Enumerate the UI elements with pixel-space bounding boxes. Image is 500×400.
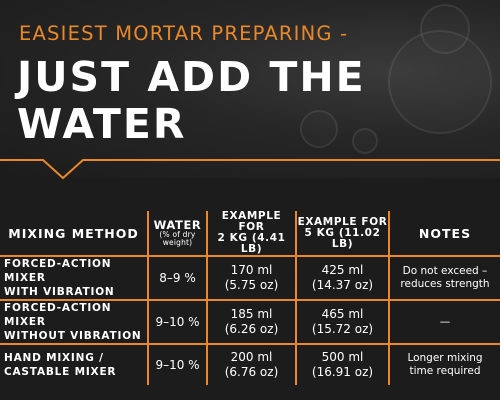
cell-example-5kg: 425 ml (14.37 oz) — [296, 256, 390, 301]
header-water-label: WATER — [153, 218, 202, 232]
splash-decoration — [420, 4, 470, 54]
header-notes: NOTES — [389, 211, 500, 257]
cell-line: Do not exceed – — [402, 265, 488, 277]
header-line: EXAMPLE FOR — [297, 215, 388, 228]
cell-line: (6.76 oz) — [224, 365, 279, 379]
header-example-5kg: EXAMPLE FOR 5 KG (11.02 LB) — [296, 211, 390, 257]
cell-line: 170 ml — [230, 263, 273, 277]
title-line: WATER — [17, 100, 187, 148]
cell-line: (15.72 oz) — [311, 322, 374, 336]
divider-line — [0, 159, 500, 180]
header-mixing-method: MIXING METHOD — [0, 211, 149, 257]
cell-line: WITHOUT VIBRATION — [4, 330, 142, 342]
cell-line: HAND MIXING / — [4, 352, 104, 364]
cell-line: — — [439, 315, 451, 328]
chevron-divider — [0, 159, 500, 180]
cell-notes: Longer mixing time required — [389, 344, 500, 385]
cell-notes: — — [389, 300, 500, 345]
cell-example-2kg: 200 ml (6.76 oz) — [207, 344, 297, 385]
cell-example-2kg: 170 ml (5.75 oz) — [207, 256, 297, 301]
cell-line: FORCED-ACTION MIXER — [4, 258, 112, 284]
header-water: WATER (% of dry weight) — [148, 211, 208, 257]
cell-method: FORCED-ACTION MIXER WITHOUT VIBRATION — [0, 300, 149, 345]
cell-notes: Do not exceed – reduces strength — [389, 256, 500, 301]
splash-decoration — [300, 110, 338, 148]
header-banner: EASIEST MORTAR PREPARING - JUST ADD THE … — [0, 0, 500, 178]
title-line: JUST ADD THE — [17, 53, 366, 101]
header-example-2kg: EXAMPLE FOR 2 KG (4.41 LB) — [207, 210, 297, 257]
cell-line: WITH VIBRATION — [4, 286, 115, 298]
page-kicker: EASIEST MORTAR PREPARING - — [19, 22, 349, 45]
cell-water: 9–10 % — [148, 300, 208, 345]
cell-line: CASTABLE MIXER — [4, 366, 117, 378]
cell-line: 185 ml — [230, 307, 273, 321]
header-line: EXAMPLE FOR — [221, 210, 282, 233]
table-header-row: MIXING METHOD WATER (% of dry weight) EX… — [0, 210, 500, 257]
table-row: HAND MIXING / CASTABLE MIXER 9–10 % 200 … — [0, 344, 500, 385]
cell-example-2kg: 185 ml (6.26 oz) — [207, 300, 297, 345]
table-row: FORCED-ACTION MIXER WITH VIBRATION 8–9 %… — [0, 256, 500, 301]
cell-line: 465 ml — [321, 307, 364, 321]
cell-line: 425 ml — [321, 263, 364, 277]
cell-method: FORCED-ACTION MIXER WITH VIBRATION — [0, 256, 149, 301]
cell-example-5kg: 500 ml (16.91 oz) — [296, 344, 390, 385]
splash-decoration — [352, 128, 378, 154]
page-title: JUST ADD THE WATER — [17, 54, 366, 148]
mixing-table: MIXING METHOD WATER (% of dry weight) EX… — [0, 211, 500, 385]
cell-line: FORCED-ACTION MIXER — [4, 302, 112, 328]
cell-line: 200 ml — [230, 350, 273, 364]
cell-method: HAND MIXING / CASTABLE MIXER — [0, 344, 149, 385]
cell-water: 8–9 % — [148, 256, 208, 301]
header-line: 5 KG (11.02 LB) — [304, 226, 381, 250]
cell-line: 500 ml — [321, 350, 364, 364]
cell-example-5kg: 465 ml (15.72 oz) — [296, 300, 390, 345]
cell-water: 9–10 % — [148, 344, 208, 385]
cell-line: Longer mixing — [407, 352, 483, 364]
header-water-unit: weight) — [162, 238, 193, 247]
cell-line: (6.26 oz) — [224, 322, 279, 336]
cell-line: reduces strength — [400, 278, 490, 290]
header-water-unit: (% of dry — [159, 230, 196, 239]
header-line: 2 KG (4.41 LB) — [217, 232, 286, 255]
cell-line: (16.91 oz) — [311, 365, 374, 379]
cell-line: time required — [409, 365, 481, 377]
cell-line: (5.75 oz) — [224, 278, 279, 292]
cell-line: (14.37 oz) — [311, 278, 374, 292]
table-row: FORCED-ACTION MIXER WITHOUT VIBRATION 9–… — [0, 300, 500, 345]
